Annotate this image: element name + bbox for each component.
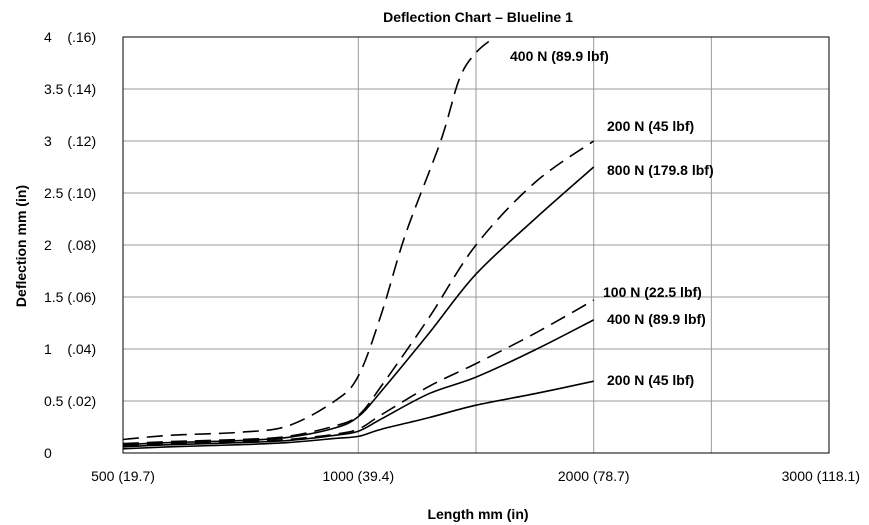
y-axis-label: Deflection mm (in) bbox=[13, 185, 29, 307]
y-tick-label: 0 bbox=[44, 445, 52, 461]
chart-title: Deflection Chart – Blueline 1 bbox=[383, 9, 573, 25]
series-label-2: 200 N (45 lbf) bbox=[607, 118, 694, 134]
series-label-3: 800 N (179.8 lbf) bbox=[607, 162, 714, 178]
series-label-5: 400 N (89.9 lbf) bbox=[607, 311, 706, 327]
series-label-6: 200 N (45 lbf) bbox=[607, 372, 694, 388]
series-labels-layer: 400 N (89.9 lbf) 200 N (45 lbf) 800 N (179… bbox=[510, 48, 714, 388]
x-tick-label: 1000 (39.4) bbox=[323, 468, 395, 484]
x-tick-label: 2000 (78.7) bbox=[558, 468, 630, 484]
y-tick-label: 0.5 (.02) bbox=[44, 393, 96, 409]
y-tick-label: 3.5 (.14) bbox=[44, 81, 96, 97]
series-line-2 bbox=[122, 140, 595, 445]
curves-layer bbox=[122, 36, 595, 450]
y-tick-label: 4 (.16) bbox=[44, 29, 96, 45]
x-tick-label: 3000 (118.1) bbox=[782, 468, 860, 484]
y-tick-label: 1.5 (.06) bbox=[44, 289, 96, 305]
series-line-5 bbox=[122, 319, 595, 448]
series-label-4: 100 N (22.5 lbf) bbox=[603, 284, 702, 300]
y-tick-label: 2 (.08) bbox=[44, 237, 96, 253]
y-tick-label: 2.5 (.10) bbox=[44, 185, 96, 201]
y-tick-label: 3 (.12) bbox=[44, 133, 96, 149]
x-axis-label: Length mm (in) bbox=[427, 506, 528, 522]
series-line-1 bbox=[122, 36, 496, 441]
x-tick-label: 500 (19.7) bbox=[91, 468, 155, 484]
series-line-4 bbox=[122, 299, 595, 447]
ticks-layer: 0 0.5 (.02) 1 (.04) 1.5 (.06) 2 (.08) 2.5 (.1… bbox=[44, 29, 860, 484]
y-tick-label: 1 (.04) bbox=[44, 341, 96, 357]
series-line-3 bbox=[122, 166, 595, 446]
series-line-6 bbox=[122, 380, 594, 450]
plot-frame bbox=[122, 36, 830, 454]
series-label-1: 400 N (89.9 lbf) bbox=[510, 48, 609, 64]
